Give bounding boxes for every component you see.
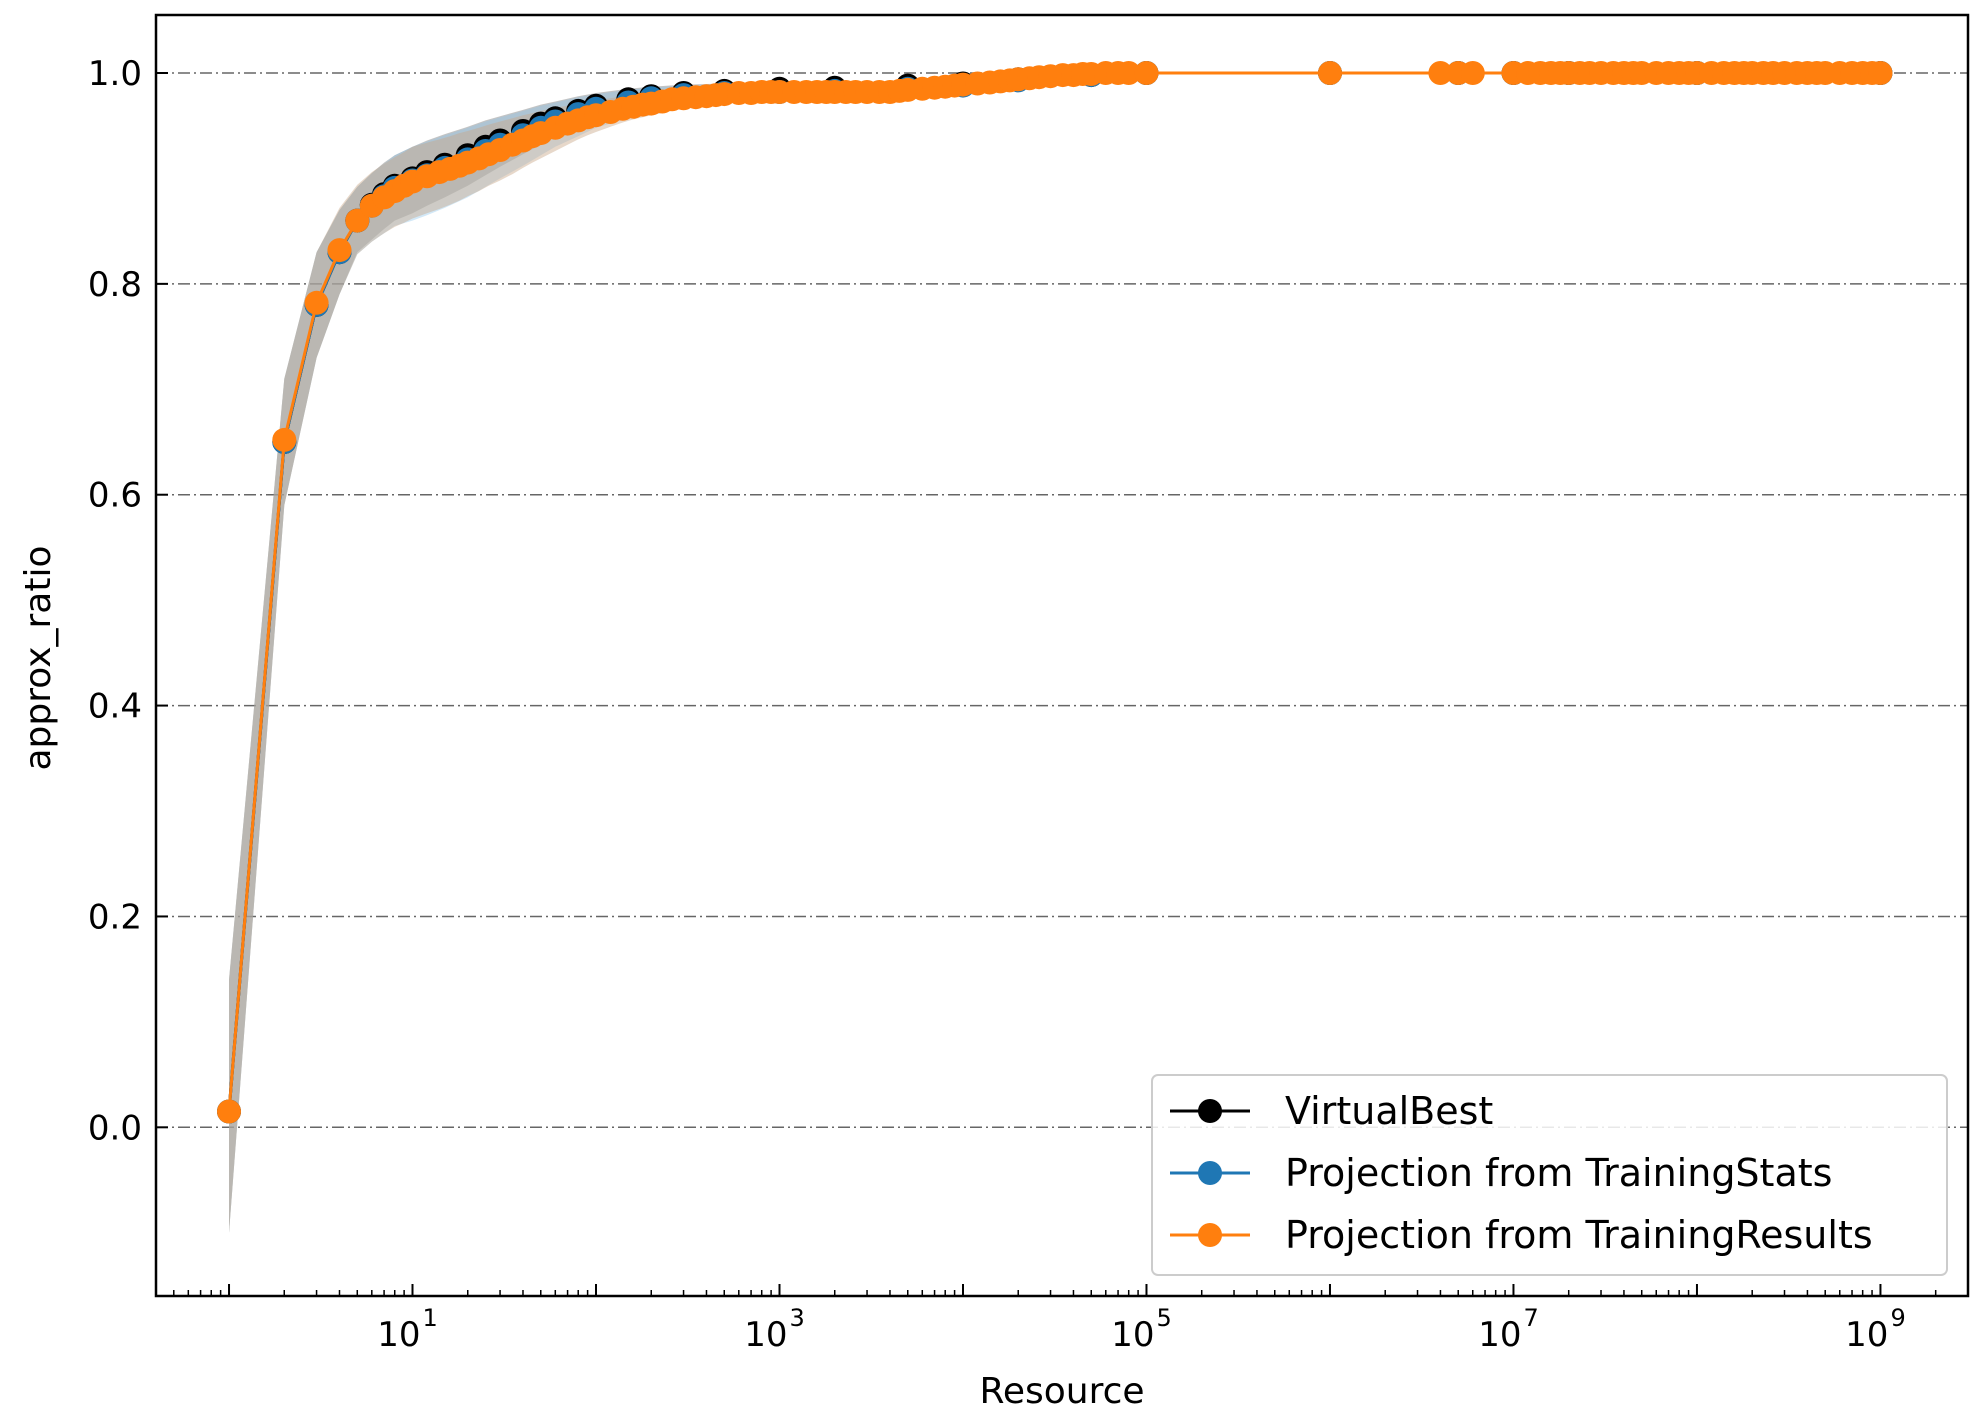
x-tick-exponent: 1 (423, 1304, 438, 1332)
x-axis-label: Resource (979, 1371, 1144, 1412)
x-tick-base: 10 (1478, 1315, 1521, 1355)
x-tick-label: 10 5 (1111, 1304, 1172, 1355)
data-point (304, 290, 329, 315)
legend-marker-trainingresults (1198, 1223, 1222, 1247)
y-axis-label: approx_ratio (18, 546, 59, 771)
x-tick-exponent: 7 (1523, 1304, 1538, 1332)
plot-frame (154, 13, 1970, 1298)
x-tick-exponent: 5 (1156, 1304, 1171, 1332)
x-tick-exponent: 9 (1890, 1304, 1905, 1332)
x-tick-exponent: 3 (789, 1304, 804, 1332)
series-2 (217, 61, 1893, 1124)
x-tick-label: 10 7 (1478, 1304, 1539, 1355)
y-tick-label: 0.4 (88, 687, 142, 727)
data-point (1134, 61, 1159, 85)
data-point (1868, 61, 1893, 85)
x-tick-label: 10 9 (1845, 1304, 1906, 1355)
x-tick-label: 10 1 (377, 1304, 438, 1355)
legend-frame (1151, 1074, 1948, 1276)
data-point (1116, 61, 1141, 85)
y-tick-label: 1.0 (88, 54, 142, 94)
series-layer (217, 61, 1893, 1124)
data-point (1318, 61, 1342, 85)
data-point (272, 427, 297, 452)
data-point (1460, 61, 1485, 85)
x-tick-base: 10 (1111, 1315, 1154, 1355)
legend-label-trainingresults: Projection from TrainingResults (1285, 1213, 1873, 1257)
legend-label-virtualbest: VirtualBest (1285, 1089, 1493, 1133)
legend-label-trainingstats: Projection from TrainingStats (1285, 1151, 1832, 1195)
y-tick-label: 0.6 (88, 476, 142, 516)
y-tick-label: 0.0 (88, 1108, 142, 1148)
axis-ticks: 0.00.20.40.60.81.010 1 10 3 10 5 10 7 10 9 (88, 54, 1969, 1355)
y-tick-label: 0.8 (88, 265, 142, 305)
data-point (217, 1099, 241, 1124)
y-tick-label: 0.2 (88, 897, 142, 937)
data-point (345, 208, 370, 233)
x-tick-base: 10 (1845, 1315, 1888, 1355)
x-tick-base: 10 (377, 1315, 420, 1355)
legend: VirtualBest Projection from TrainingStat… (1151, 1074, 1948, 1276)
x-tick-label: 10 3 (744, 1304, 805, 1355)
x-tick-base: 10 (744, 1315, 787, 1355)
grid (156, 72, 1968, 1129)
legend-marker-trainingstats (1198, 1161, 1222, 1185)
legend-marker-virtualbest (1198, 1099, 1222, 1123)
data-point (1428, 61, 1453, 85)
data-point (327, 238, 352, 263)
